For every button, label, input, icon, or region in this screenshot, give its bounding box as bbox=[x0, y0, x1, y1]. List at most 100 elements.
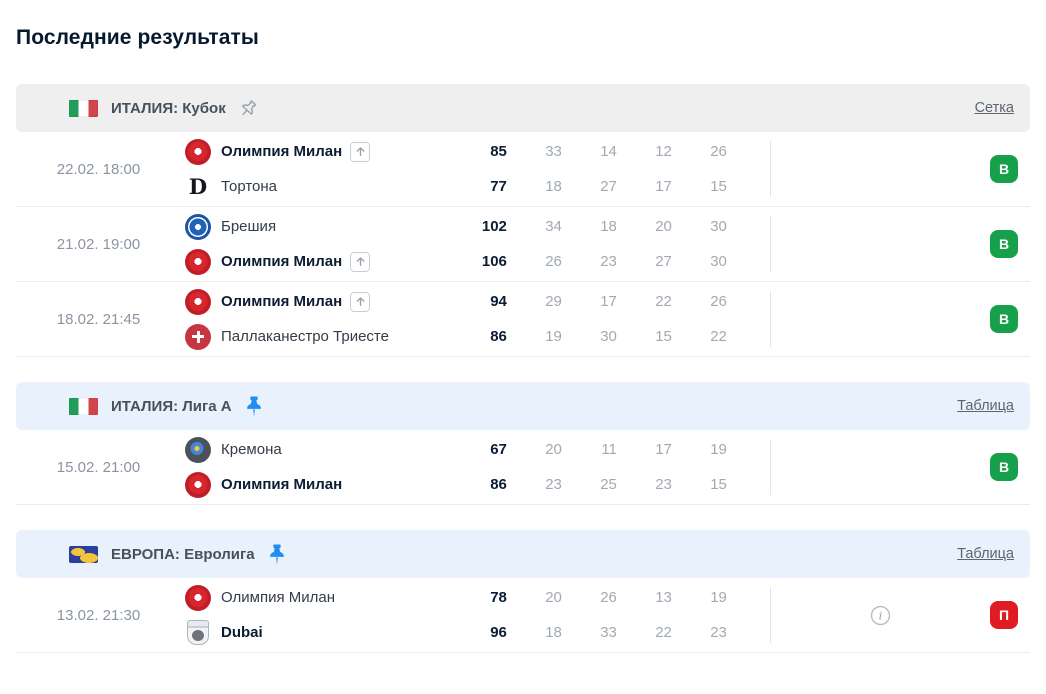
teams-block: Олимпия Милан Паллаканестро Триесте bbox=[181, 288, 459, 350]
quarter-score: 11 bbox=[601, 440, 617, 458]
result-badge[interactable]: В bbox=[990, 230, 1018, 258]
team-line-home[interactable]: Кремона bbox=[185, 436, 459, 463]
match-date: 22.02. 18:00 bbox=[56, 160, 141, 178]
league-header: ЕВРОПА: Евролига Таблица bbox=[16, 530, 1030, 578]
team-name: Брешия bbox=[221, 218, 277, 235]
total-score: 102 bbox=[481, 217, 507, 235]
score-columns: 94 29 17 22 26 86 19 30 15 22 bbox=[459, 289, 727, 350]
quarter-score: 29 bbox=[545, 292, 562, 310]
score-columns: 85 33 14 12 26 77 18 27 17 15 bbox=[459, 139, 727, 200]
result-badge[interactable]: В bbox=[990, 453, 1018, 481]
extra-cell: i bbox=[771, 309, 990, 330]
team-logo bbox=[185, 323, 211, 350]
league-title: ЕВРОПА: Евролига bbox=[111, 545, 255, 563]
total-score: 86 bbox=[490, 475, 507, 493]
total-score: 67 bbox=[490, 440, 507, 458]
team-line-home[interactable]: Олимпия Милан bbox=[185, 138, 459, 165]
sections-container: ИТАЛИЯ: Кубок Сетка 22.02. 18:00 bbox=[16, 84, 1030, 653]
team-name: Кремона bbox=[221, 441, 282, 458]
quarter-score: 12 bbox=[655, 142, 672, 160]
teams-block: Кремона Олимпия Милан bbox=[181, 436, 459, 498]
quarter-score: 20 bbox=[545, 440, 562, 458]
quarter-score: 30 bbox=[710, 252, 727, 270]
match-row[interactable]: 18.02. 21:45 Олимпия Милан Паллаканестро… bbox=[16, 282, 1030, 357]
league-section: ЕВРОПА: Евролига Таблица 13.02. 21:30 bbox=[16, 530, 1030, 653]
quarter-score: 30 bbox=[600, 327, 617, 345]
team-line-away[interactable]: Паллаканестро Триесте bbox=[185, 323, 459, 350]
pin-icon[interactable] bbox=[243, 395, 265, 419]
latest-results-panel: Последние результаты ИТАЛИЯ: Кубок Сетка bbox=[0, 26, 1046, 653]
teams-block: Олимпия Милан Тортона bbox=[181, 138, 459, 200]
svg-text:i: i bbox=[879, 608, 883, 622]
quarter-score: 23 bbox=[655, 475, 672, 493]
quarter-score: 20 bbox=[545, 588, 562, 606]
team-line-away[interactable]: Dubai bbox=[185, 620, 459, 646]
match-row[interactable]: 22.02. 18:00 Олимпия Милан Тортона 85 33… bbox=[16, 132, 1030, 207]
league-title: ИТАЛИЯ: Лига А bbox=[111, 397, 232, 415]
league-link[interactable]: Таблица bbox=[957, 398, 1014, 414]
quarter-score: 19 bbox=[710, 440, 727, 458]
league-link[interactable]: Таблица bbox=[957, 546, 1014, 562]
team-line-away[interactable]: Тортона bbox=[185, 174, 459, 200]
match-row[interactable]: 15.02. 21:00 Кремона Олимпия Милан 67 20… bbox=[16, 430, 1030, 505]
team-name: Паллаканестро Триесте bbox=[221, 328, 389, 345]
total-score: 94 bbox=[490, 292, 507, 310]
pin-icon[interactable] bbox=[237, 98, 259, 120]
row-divider bbox=[769, 439, 771, 495]
quarter-score: 15 bbox=[710, 177, 727, 195]
quarter-score: 15 bbox=[710, 475, 727, 493]
quarter-score: 22 bbox=[710, 327, 727, 345]
team-line-home[interactable]: Олимпия Милан bbox=[185, 584, 459, 611]
score-columns: 67 20 11 17 19 86 23 25 23 15 bbox=[459, 437, 727, 498]
row-divider bbox=[769, 216, 771, 272]
match-date: 15.02. 21:00 bbox=[56, 458, 141, 476]
row-divider bbox=[769, 587, 771, 643]
team-line-away[interactable]: Олимпия Милан bbox=[185, 471, 459, 498]
quarter-score: 33 bbox=[600, 623, 617, 641]
result-badge[interactable]: В bbox=[990, 155, 1018, 183]
quarter-score: 23 bbox=[545, 475, 562, 493]
result-badge[interactable]: П bbox=[990, 601, 1018, 629]
total-score: 96 bbox=[490, 623, 507, 641]
team-line-away[interactable]: Олимпия Милан bbox=[185, 248, 459, 275]
league-flag-icon bbox=[69, 99, 98, 117]
league-title: ИТАЛИЯ: Кубок bbox=[111, 99, 226, 117]
match-list: 22.02. 18:00 Олимпия Милан Тортона 85 33… bbox=[16, 132, 1030, 357]
quarter-score: 19 bbox=[710, 588, 727, 606]
team-logo bbox=[185, 138, 211, 165]
league-flag-icon bbox=[69, 545, 98, 563]
match-list: 13.02. 21:30 Олимпия Милан Dubai 78 20 2… bbox=[16, 578, 1030, 653]
extra-cell: i bbox=[771, 159, 990, 180]
quarter-score: 25 bbox=[600, 475, 617, 493]
quarter-score: 13 bbox=[655, 588, 672, 606]
team-logo bbox=[185, 436, 211, 463]
pin-icon[interactable] bbox=[266, 543, 288, 567]
match-row[interactable]: 13.02. 21:30 Олимпия Милан Dubai 78 20 2… bbox=[16, 578, 1030, 653]
team-logo bbox=[185, 174, 211, 200]
extra-cell: i bbox=[771, 234, 990, 255]
team-logo bbox=[185, 213, 211, 240]
row-divider bbox=[769, 291, 771, 347]
quarter-score: 27 bbox=[655, 252, 672, 270]
quarter-score: 26 bbox=[545, 252, 562, 270]
teams-block: Олимпия Милан Dubai bbox=[181, 584, 459, 646]
promotion-arrow-icon bbox=[350, 141, 371, 162]
quarter-score: 27 bbox=[600, 177, 617, 195]
team-line-home[interactable]: Брешия bbox=[185, 213, 459, 240]
team-name: Олимпия Милан bbox=[221, 143, 343, 160]
match-row[interactable]: 21.02. 19:00 Брешия Олимпия Милан 102 34… bbox=[16, 207, 1030, 282]
result-badge[interactable]: В bbox=[990, 305, 1018, 333]
quarter-score: 34 bbox=[545, 217, 562, 235]
quarter-score: 18 bbox=[545, 177, 562, 195]
team-name: Тортона bbox=[221, 178, 278, 195]
team-line-home[interactable]: Олимпия Милан bbox=[185, 288, 459, 315]
team-logo bbox=[187, 620, 209, 645]
quarter-score: 26 bbox=[600, 588, 617, 606]
league-section: ИТАЛИЯ: Лига А Таблица 15.02. 21:00 bbox=[16, 382, 1030, 505]
total-score: 86 bbox=[490, 327, 507, 345]
info-icon[interactable]: i bbox=[870, 605, 891, 626]
extra-cell: i bbox=[771, 457, 990, 478]
promotion-arrow-icon bbox=[350, 251, 371, 272]
league-link[interactable]: Сетка bbox=[974, 100, 1014, 116]
league-header: ИТАЛИЯ: Кубок Сетка bbox=[16, 84, 1030, 132]
